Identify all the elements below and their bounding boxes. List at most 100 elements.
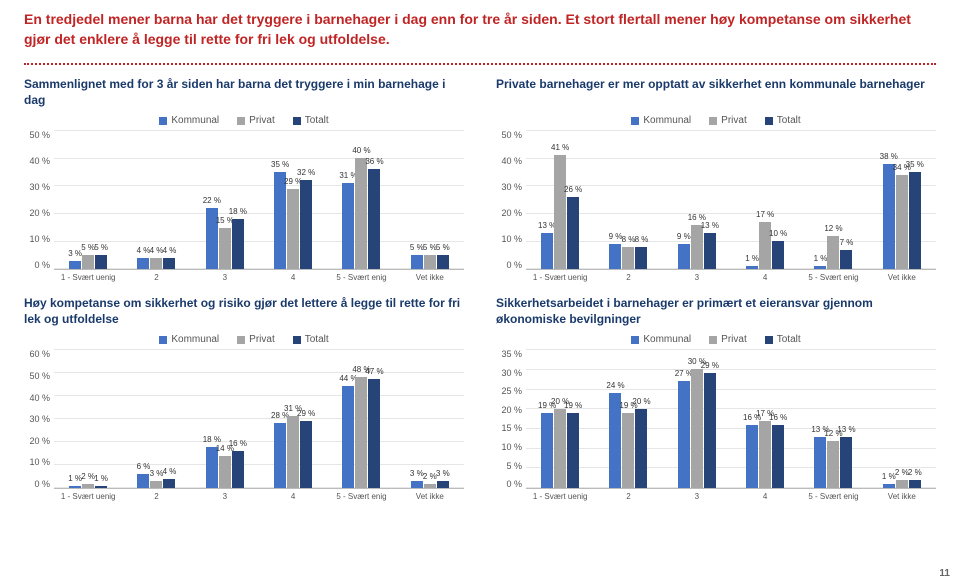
y-tick: 20 % [496,405,522,415]
bar-value-label: 9 % [609,232,623,241]
legend-label: Privat [249,334,275,345]
bar: 16 % [691,225,703,269]
bar-group: 3 %5 %5 % [54,130,122,269]
bar-value-label: 1 % [68,474,82,483]
bar-value-label: 2 % [908,468,922,477]
legend: KommunalPrivatTotalt [496,115,936,126]
bar: 5 % [411,255,423,269]
chart-panel: Sikkerhetsarbeidet i barnehager er primæ… [496,296,936,501]
y-tick: 50 % [24,371,50,381]
bar-group: 35 % 29 %32 % [259,130,327,269]
bar: 17 % [759,421,771,489]
x-axis: 1 - Svært uenig2345 - Svært enigVet ikke [54,492,464,501]
bar: 3 % [411,481,423,488]
bar: 28 % [274,423,286,488]
bar: 7 % [840,250,852,269]
bar-value-label: 3 % [68,249,82,258]
legend-item: Kommunal [631,115,691,126]
bar-group: 28 %31 %29 % [259,349,327,488]
y-tick: 0 % [496,479,522,489]
bar: 12 % [827,236,839,269]
bar-value-label: 24 % [606,381,624,390]
bar-group: 31 %40 %36 % [327,130,395,269]
y-tick: 40 % [24,156,50,166]
x-tick: 2 [122,492,190,501]
legend-item: Privat [237,334,275,345]
x-tick: 2 [594,492,662,501]
plot: 3 %5 %5 %4 %4 %4 %22 %15 %18 %35 %29 %32… [54,130,464,270]
x-tick: 2 [122,273,190,282]
bar: 20 % [554,409,566,488]
y-tick: 20 % [24,208,50,218]
bar: 8 % [622,247,634,269]
x-tick: 1 - Svært uenig [54,492,122,501]
legend-item: Totalt [765,334,801,345]
legend-label: Privat [249,115,275,126]
bar-value-label: 5 % [410,243,424,252]
x-axis: 1 - Svært uenig2345 - Svært enigVet ikke [526,492,936,501]
y-tick: 50 % [496,130,522,140]
bar-group: 3 %2 %3 % [396,349,464,488]
bar-group: 9 %16 %13 % [663,130,731,269]
bar: 29 % [287,189,299,270]
chart-panel: Høy kompetanse om sikkerhet og risiko gj… [24,296,464,501]
bar: 13 % [814,437,826,489]
bar-group: 1 %12 %7 % [799,130,867,269]
bar: 1 % [69,486,81,488]
panel-title: Private barnehager er mer opptatt av sik… [496,77,936,109]
chart-grid: Sammenlignet med for 3 år siden har barn… [24,77,936,501]
legend: KommunalPrivatTotalt [496,334,936,345]
bar-value-label: 4 % [150,246,164,255]
y-tick: 60 % [24,349,50,359]
bar-value-label: 35 % [271,160,289,169]
bar-value-label: 13 % [837,425,855,434]
legend-swatch [159,336,167,344]
y-axis: 0 %10 %20 %30 %40 %50 % [496,130,526,270]
bar: 19 % [567,413,579,488]
x-tick: 2 [594,273,662,282]
legend-swatch [765,336,773,344]
legend-label: Totalt [305,115,329,126]
x-tick: 1 - Svært uenig [526,273,594,282]
bar-value-label: 41 % [551,143,569,152]
bar: 5 % [437,255,449,269]
bar: 32 % [300,180,312,269]
bar: 13 % [704,233,716,269]
bar-value-label: 10 % [769,229,787,238]
y-tick: 10 % [24,234,50,244]
legend-swatch [237,117,245,125]
bar-value-label: 8 % [622,235,636,244]
bar: 31 % [342,183,354,269]
bar: 19 % [541,413,553,488]
bar-value-label: 16 % [769,413,787,422]
bar: 20 % [635,409,647,488]
bar-value-label: 9 % [677,232,691,241]
bar-value-label: 5 % [94,243,108,252]
bar: 26 % [567,197,579,269]
bar: 29 % [300,421,312,488]
plot: 13 %41 %26 %9 %8 %8 %9 %16 %13 %1 %17 %1… [526,130,936,270]
x-tick: 5 - Svært enig [799,492,867,501]
bar-value-label: 20 % [632,397,650,406]
bar-value-label: 18 % [203,435,221,444]
legend-label: Kommunal [643,334,691,345]
y-tick: 40 % [24,393,50,403]
y-tick: 20 % [496,208,522,218]
bar: 5 % [424,255,436,269]
page-number: 11 [939,568,950,579]
legend-label: Totalt [777,115,801,126]
bar: 47 % [368,379,380,488]
legend-item: Kommunal [159,115,219,126]
bar-group: 1 %17 %10 % [731,130,799,269]
legend-label: Totalt [777,334,801,345]
bar-value-label: 7 % [840,238,854,247]
y-tick: 35 % [496,349,522,359]
bar-value-label: 2 % [895,468,909,477]
x-tick: 4 [731,273,799,282]
bar: 35 % [909,172,921,269]
bar-group: 44 %48 %47 % [327,349,395,488]
bar-group: 13 %41 %26 % [526,130,594,269]
x-tick: 3 [191,492,259,501]
x-axis: 1 - Svært uenig2345 - Svært enigVet ikke [526,273,936,282]
legend-swatch [709,336,717,344]
